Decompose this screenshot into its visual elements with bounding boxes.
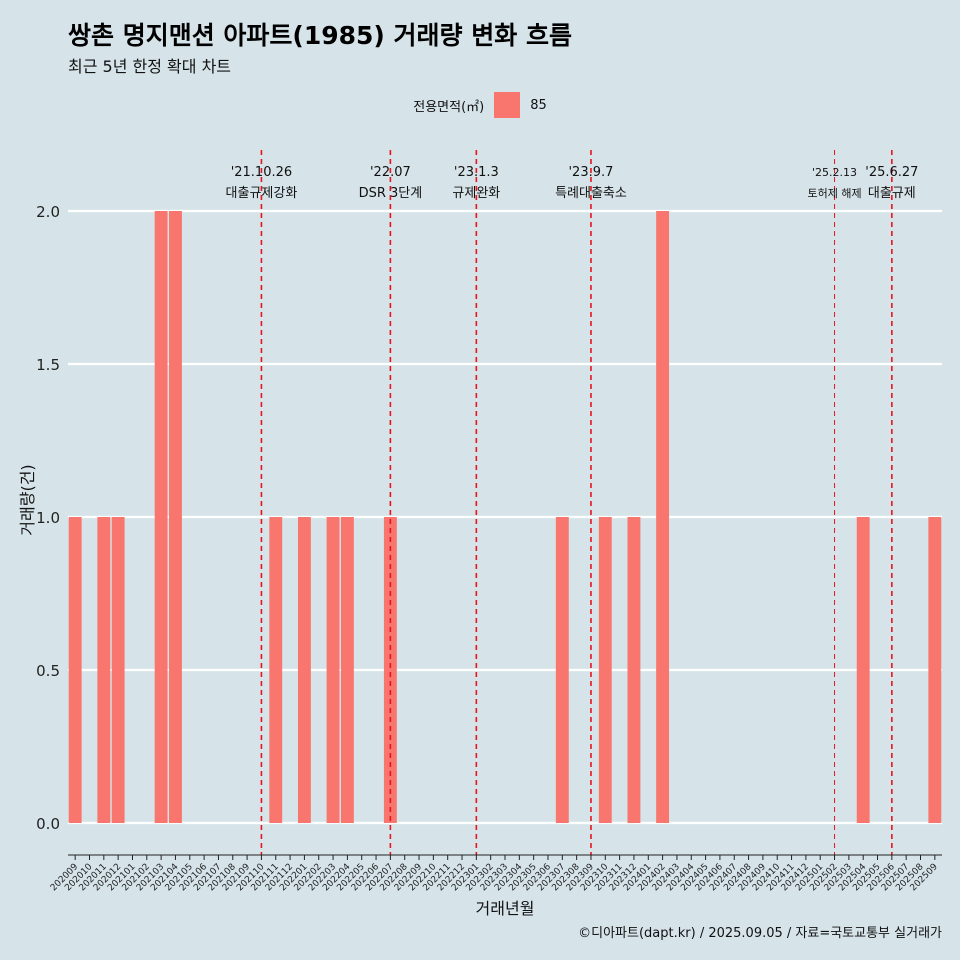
y-tick-label: 2.0 (36, 203, 60, 221)
event-label: 대출규제 (868, 186, 916, 201)
chart-title: 쌍촌 명지맨션 아파트(1985) 거래량 변화 흐름 (68, 21, 572, 50)
event-date: '25.6.27 (865, 165, 918, 180)
bar (297, 517, 311, 823)
y-tick-label: 1.5 (36, 356, 60, 374)
legend: 전용면적(㎡) 85 (0, 92, 960, 118)
source-caption: ©디아파트(dapt.kr) / 2025.09.05 / 자료=국토교통부 실… (578, 926, 942, 941)
bar (598, 517, 612, 823)
event-date: '23.9.7 (568, 165, 613, 180)
bar (928, 517, 942, 823)
event-label: DSR 3단계 (359, 186, 423, 201)
bar (269, 517, 283, 823)
bar (555, 517, 569, 823)
event-date: '22.07 (370, 165, 411, 180)
event-label: 토허제 해제 (807, 186, 861, 200)
bar (97, 517, 111, 823)
event-date: '23.1.3 (454, 165, 499, 180)
bar (627, 517, 641, 823)
event-label: 규제완화 (452, 186, 500, 201)
bar (326, 517, 340, 823)
bar (154, 211, 168, 823)
bar (656, 211, 670, 823)
bar (383, 517, 397, 823)
y-tick-label: 1.0 (36, 509, 60, 527)
bar (856, 517, 870, 823)
event-date: '21.10.26 (231, 165, 292, 180)
legend-swatch (494, 92, 521, 118)
bar (68, 517, 82, 823)
event-label: 대출규제강화 (226, 186, 298, 201)
x-axis-title: 거래년월 (476, 899, 535, 918)
event-label: 특례대출축소 (555, 186, 627, 201)
legend-title: 전용면적(㎡) (413, 99, 485, 115)
legend-label: 85 (530, 97, 547, 113)
event-date: '25.2.13 (812, 166, 857, 179)
chart-subtitle: 최근 5년 한정 확대 차트 (68, 57, 232, 76)
bar (340, 517, 354, 823)
y-axis-title: 거래량(건) (18, 464, 37, 535)
y-tick-label: 0.5 (36, 662, 60, 680)
bar (169, 211, 182, 823)
y-tick-label: 0.0 (36, 815, 60, 833)
bar (111, 517, 125, 823)
